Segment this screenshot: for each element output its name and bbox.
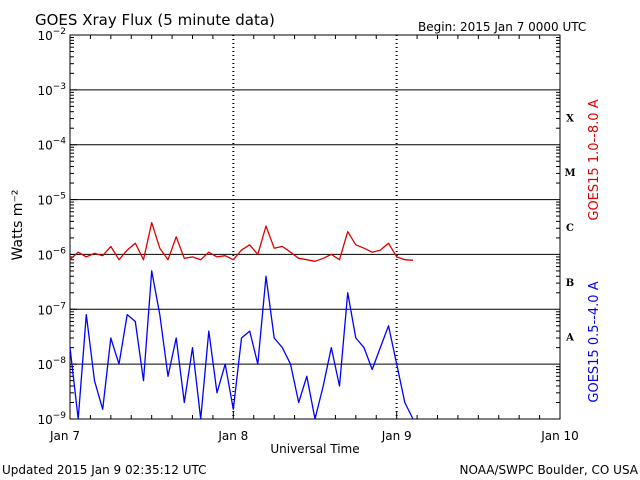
y-tick-label: 10−6 xyxy=(37,246,66,262)
flare-class-labels: A B C M X xyxy=(564,113,575,343)
series-lines xyxy=(69,221,414,420)
plot-area xyxy=(69,34,561,420)
y-tick-label: 10−5 xyxy=(37,192,66,208)
flare-class-a: A xyxy=(565,333,574,344)
x-axis-label: Universal Time xyxy=(270,442,359,456)
x-tick-label: Jan 10 xyxy=(540,429,579,443)
flare-class-b: B xyxy=(566,278,574,289)
chart-title: GOES Xray Flux (5 minute data) xyxy=(35,11,275,29)
y-tick-label: 10−4 xyxy=(37,137,66,153)
credit-label: NOAA/SWPC Boulder, CO USA xyxy=(460,463,639,477)
day-divider-lines xyxy=(232,35,398,419)
series-line-long xyxy=(69,221,414,262)
y-tick-label: 10−9 xyxy=(37,411,66,427)
y-tick-label: 10−3 xyxy=(37,82,66,98)
series-label-long: GOES15 1.0--8.0 A xyxy=(587,99,602,220)
x-tick-label: Jan 9 xyxy=(381,429,412,443)
y-axis-ticks: 10−9 10−8 10−7 10−6 10−5 10−4 10−3 10−2 xyxy=(37,27,560,427)
gridlines xyxy=(70,89,560,365)
series-line-short xyxy=(69,270,414,420)
flare-class-x: X xyxy=(566,113,574,124)
flare-class-m: M xyxy=(564,168,575,179)
y-tick-label: 10−8 xyxy=(37,356,66,372)
begin-label: Begin: 2015 Jan 7 0000 UTC xyxy=(418,20,586,34)
flare-class-c: C xyxy=(566,223,574,234)
y-tick-label: 10−2 xyxy=(37,27,66,43)
x-axis-ticks: Jan 7 Jan 8 Jan 9 Jan 10 xyxy=(49,35,579,443)
series-label-short: GOES15 0.5--4.0 A xyxy=(587,281,602,402)
y-tick-label: 10−7 xyxy=(37,301,66,317)
x-tick-label: Jan 7 xyxy=(49,429,80,443)
updated-label: Updated 2015 Jan 9 02:35:12 UTC xyxy=(2,463,207,477)
y-axis-label: Watts m⁻² xyxy=(10,190,26,261)
x-tick-label: Jan 8 xyxy=(217,429,248,443)
